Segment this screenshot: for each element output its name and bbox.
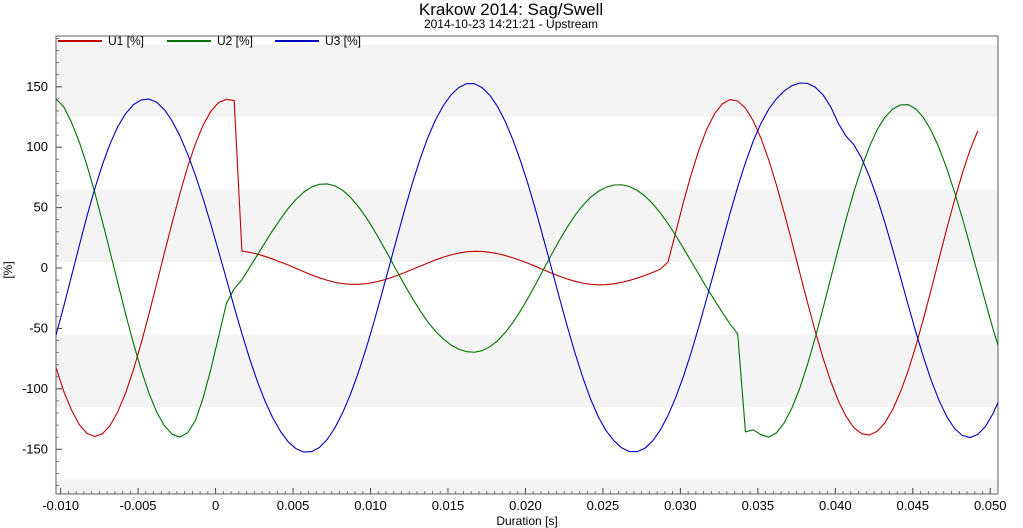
x-tick-label: -0.010 <box>42 498 79 513</box>
chart-subtitle: 2014-10-23 14:21:21 - Upstream <box>424 17 598 31</box>
x-tick-label: 0.025 <box>587 498 620 513</box>
grid-band <box>56 189 998 262</box>
x-tick-label: 0.030 <box>664 498 697 513</box>
x-tick-label: 0.050 <box>974 498 1007 513</box>
grid-band <box>56 44 998 117</box>
grid-band <box>56 334 998 407</box>
x-tick-label: 0.005 <box>277 498 310 513</box>
x-tick-label: 0 <box>212 498 219 513</box>
series-line-3 <box>56 82 998 453</box>
grid-bands <box>56 36 998 494</box>
y-tick-label: 0 <box>41 260 48 275</box>
y-tick-label: -150 <box>22 441 48 456</box>
x-axis-label: Duration [s] <box>496 514 557 528</box>
axes: -0.010 -0.005 0 0.005 0.010 0.015 0.020 0.025 0.… <box>22 38 1007 513</box>
y-tick-label: -100 <box>22 381 48 396</box>
chart-title: Krakow 2014: Sag/Swell <box>419 0 603 19</box>
y-tick-label: -50 <box>29 320 48 335</box>
x-tick-label: 0.010 <box>354 498 387 513</box>
grid-band <box>56 36 998 45</box>
y-axis-label: [%] <box>1 261 15 278</box>
grid-band <box>56 261 998 335</box>
plot-frame <box>55 35 999 495</box>
grid-band <box>56 116 998 190</box>
legend-label: U1 [%] <box>108 34 144 48</box>
legend: U1 [%] U2 [%] U3 [%] <box>58 34 361 48</box>
grid-band <box>56 479 998 494</box>
series-line-2 <box>56 98 998 438</box>
x-tick-label: 0.015 <box>432 498 465 513</box>
x-tick-label: 0.045 <box>897 498 930 513</box>
x-tick-label: 0.035 <box>742 498 775 513</box>
x-tick-label: 0.040 <box>819 498 852 513</box>
legend-label: U3 [%] <box>325 34 361 48</box>
series-line-1 <box>56 98 979 438</box>
x-tick-label: -0.005 <box>120 498 157 513</box>
y-tick-label: 150 <box>26 79 48 94</box>
y-tick-label: 100 <box>26 139 48 154</box>
grid-band <box>56 406 998 480</box>
series-lines <box>56 82 998 453</box>
legend-label: U2 [%] <box>217 34 253 48</box>
y-tick-label: 50 <box>34 200 48 215</box>
x-tick-label: 0.020 <box>509 498 542 513</box>
